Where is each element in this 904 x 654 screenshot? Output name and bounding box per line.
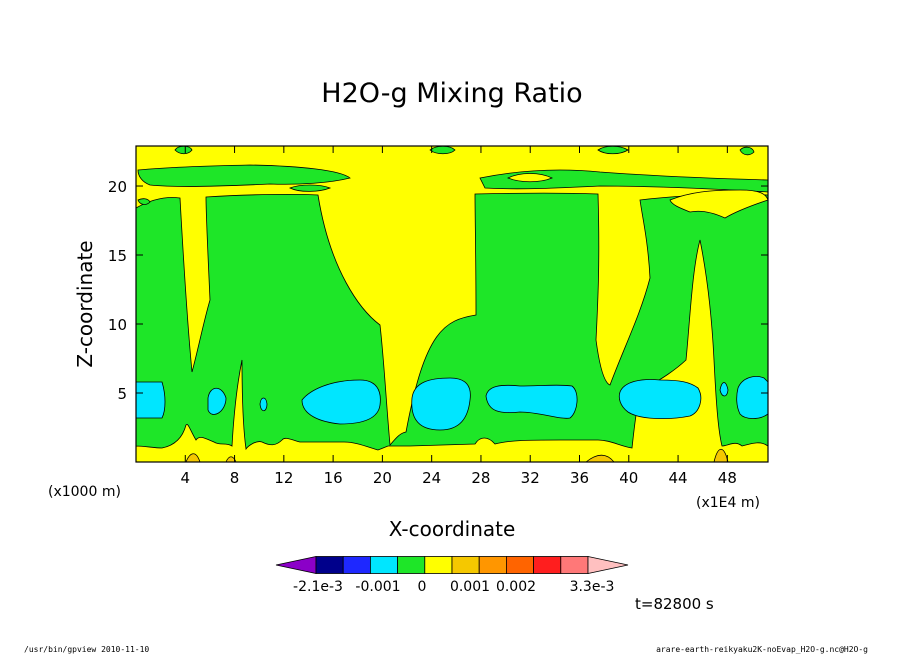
contour-band: [135, 192, 769, 462]
colorbar-label: 0.001: [450, 579, 490, 595]
x-tick-label: 48: [718, 469, 737, 487]
contour-core: [259, 397, 268, 412]
x-tick-label: 20: [373, 469, 392, 487]
contour-core: [411, 377, 471, 431]
plot-frame: [135, 145, 769, 463]
colorbar-label: -0.001: [355, 579, 400, 595]
colorbar-swatch: [369, 556, 398, 574]
plot-area: [135, 145, 769, 463]
x-tick-label: 40: [619, 469, 638, 487]
colorbar-swatch: [275, 556, 317, 574]
colorbar-swatch: [424, 556, 453, 574]
x-tick-label: 28: [471, 469, 490, 487]
contour-band: [739, 146, 755, 156]
contour-core: [618, 379, 702, 420]
x-unit-left: (x1000 m): [48, 484, 121, 500]
colorbar-swatch: [478, 556, 507, 574]
contour-hole: [669, 189, 769, 219]
y-axis-label: Z-coordinate: [73, 240, 97, 367]
y-tick-label: 15: [108, 247, 127, 265]
colorbar-label: -2.1e-3: [293, 579, 343, 595]
contour-band: [429, 145, 456, 155]
colorbar-swatch: [342, 556, 371, 574]
contour-core: [135, 381, 166, 419]
contour-band: [597, 145, 629, 155]
contour-core: [485, 384, 578, 419]
chart-title: H2O-g Mixing Ratio: [321, 78, 582, 109]
colorbar-swatch: [533, 556, 562, 574]
y-tick-label: 20: [108, 178, 127, 196]
x-axis: 4 8 12 16 20 24 28 32 36 40 44 48: [181, 146, 737, 487]
x-tick-label: 4: [181, 469, 191, 487]
colorbar-label: 0.002: [496, 579, 536, 595]
footer-right: arare-earth-reikyaku2K-noEvap_H2O-g.nc@H…: [656, 645, 868, 654]
x-tick-label: 16: [324, 469, 343, 487]
colorbar-swatch: [505, 556, 534, 574]
colorbar: -2.1e-3 -0.001 0 0.001 0.002 3.3e-3: [275, 556, 629, 595]
contour-core: [736, 376, 769, 419]
colorbar-label: 0: [418, 579, 427, 595]
y-tick-label: 5: [117, 385, 127, 403]
colorbar-swatch: [397, 556, 426, 574]
x-tick-label: 8: [230, 469, 240, 487]
colorbar-label: 3.3e-3: [570, 579, 615, 595]
contour-fields: [135, 145, 769, 463]
x-axis-label: X-coordinate: [389, 517, 516, 541]
contour-band: [137, 198, 151, 205]
x-unit-right: (x1E4 m): [696, 495, 760, 511]
x-tick-label: 44: [669, 469, 688, 487]
y-tick-label: 10: [108, 316, 127, 334]
colorbar-swatch: [451, 556, 480, 574]
contour-band: [174, 145, 193, 155]
y-axis: 5 10 15 20: [108, 178, 768, 403]
footer-left: /usr/bin/gpview 2010-11-10: [24, 645, 149, 654]
contour-core: [719, 382, 729, 397]
x-tick-label: 12: [274, 469, 293, 487]
contour-core: [301, 379, 381, 425]
x-tick-label: 36: [570, 469, 589, 487]
colorbar-swatch: [315, 556, 344, 574]
colorbar-swatch: [587, 556, 629, 574]
x-tick-label: 32: [521, 469, 540, 487]
contour-band: [137, 164, 351, 187]
colorbar-swatch: [560, 556, 589, 574]
contour-band: [289, 184, 332, 192]
contour-core: [207, 387, 227, 415]
x-tick-label: 24: [422, 469, 441, 487]
contour-hole: [507, 173, 553, 183]
time-label: t=82800 s: [635, 595, 714, 613]
